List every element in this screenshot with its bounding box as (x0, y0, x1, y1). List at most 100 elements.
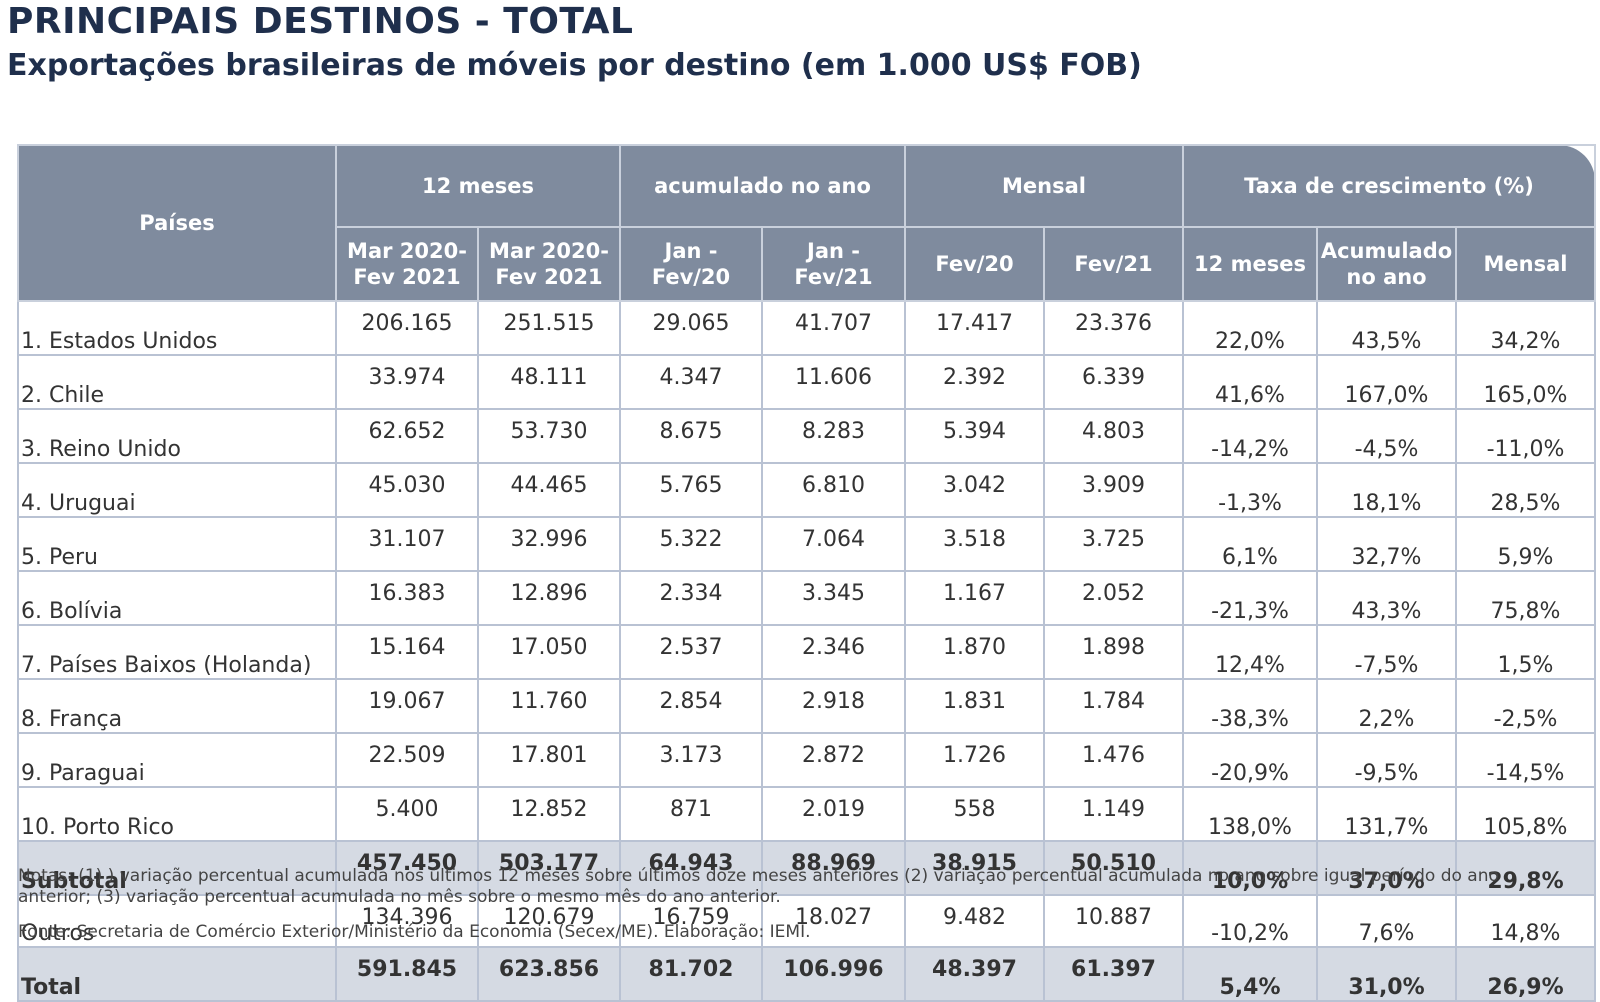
value-cell: 3.909 (1043, 462, 1184, 518)
value-cell: 1.784 (1043, 678, 1184, 734)
subheader-growth-ytd: Acumulado no ano (1316, 226, 1457, 302)
table-row: Total 591.845 623.856 81.702 106.996 48.397 61… (17, 946, 1596, 1002)
growth-rate-cell: 165,0% (1455, 354, 1596, 410)
value-cell: 2.346 (761, 624, 906, 680)
subheader-mar2020-fev2021-a: Mar 2020- Fev 2021 (335, 226, 479, 302)
subheader-mar2020-fev2021-b: Mar 2020- Fev 2021 (477, 226, 621, 302)
value-cell: 53.730 (477, 408, 621, 464)
country-name-cell: 8. França (17, 678, 337, 734)
header-12-months: 12 meses (335, 144, 621, 228)
growth-rate-cell: 7,6% (1316, 894, 1457, 948)
value-cell: 120.679 (477, 894, 621, 948)
growth-rate-cell: -9,5% (1316, 732, 1457, 788)
table-row: 3. Reino Unido 62.652 53.730 8.675 8.283 5.39… (17, 408, 1596, 464)
country-name-cell: Subtotal (17, 840, 337, 896)
growth-rate-cell: 131,7% (1316, 786, 1457, 842)
country-name-cell: 2. Chile (17, 354, 337, 410)
value-cell: 1.476 (1043, 732, 1184, 788)
value-cell: 1.167 (904, 570, 1045, 626)
value-cell: 18.027 (761, 894, 906, 948)
value-cell: 8.283 (761, 408, 906, 464)
table-notes: Notas: (1) ) variação percentual acumula… (18, 866, 1499, 907)
growth-rate-cell: -14,2% (1182, 408, 1318, 464)
table-row: 9. Paraguai 22.509 17.801 3.173 2.872 1.726 1.… (17, 732, 1596, 788)
table-row: 4. Uruguai 45.030 44.465 5.765 6.810 3.042 3.9… (17, 462, 1596, 518)
subheader-line: Fev 2021 (353, 265, 461, 289)
subheader-line: Acumulado (1320, 239, 1453, 263)
value-cell: 7.064 (761, 516, 906, 572)
value-cell: 5.765 (619, 462, 763, 518)
header-countries: Países (17, 144, 337, 302)
destinations-table-container: Países 12 meses acumulado no ano Mensal … (17, 144, 1596, 1002)
value-cell: 61.397 (1043, 946, 1184, 1002)
country-name-cell: 7. Países Baixos (Holanda) (17, 624, 337, 680)
table-row: 6. Bolívia 16.383 12.896 2.334 3.345 1.167 2.0… (17, 570, 1596, 626)
growth-rate-cell: 32,7% (1316, 516, 1457, 572)
value-cell: 2.019 (761, 786, 906, 842)
value-cell: 11.760 (477, 678, 621, 734)
value-cell: 8.675 (619, 408, 763, 464)
value-cell: 3.345 (761, 570, 906, 626)
growth-rate-cell: 105,8% (1455, 786, 1596, 842)
growth-rate-cell: -38,3% (1182, 678, 1318, 734)
value-cell: 3.173 (619, 732, 763, 788)
value-cell: 106.996 (761, 946, 906, 1002)
value-cell: 2.872 (761, 732, 906, 788)
value-cell: 9.482 (904, 894, 1045, 948)
value-cell: 19.067 (335, 678, 479, 734)
subheader-fev-20: Fev/20 (904, 226, 1045, 302)
value-cell: 45.030 (335, 462, 479, 518)
growth-rate-cell: -7,5% (1316, 624, 1457, 680)
table-source: Fonte: Secretaria de Comércio Exterior/M… (18, 922, 811, 942)
growth-rate-cell: -1,3% (1182, 462, 1318, 518)
table-row: 8. França 19.067 11.760 2.854 2.918 1.831 1.78… (17, 678, 1596, 734)
growth-rate-cell: 75,8% (1455, 570, 1596, 626)
subheader-growth-monthly: Mensal (1455, 226, 1596, 302)
value-cell: 16.759 (619, 894, 763, 948)
value-cell: 23.376 (1043, 300, 1184, 356)
growth-rate-cell: 26,9% (1455, 946, 1596, 1002)
growth-rate-cell: 138,0% (1182, 786, 1318, 842)
growth-rate-cell: 10,0% (1182, 840, 1318, 896)
subheader-line: Fev 2021 (495, 265, 603, 289)
table-row: 5. Peru 31.107 32.996 5.322 7.064 3.518 3.725 6… (17, 516, 1596, 572)
value-cell: 623.856 (477, 946, 621, 1002)
value-cell: 38.915 (904, 840, 1045, 896)
value-cell: 251.515 (477, 300, 621, 356)
growth-rate-cell: -14,5% (1455, 732, 1596, 788)
value-cell: 5.394 (904, 408, 1045, 464)
value-cell: 2.052 (1043, 570, 1184, 626)
country-name-cell: 6. Bolívia (17, 570, 337, 626)
value-cell: 12.896 (477, 570, 621, 626)
growth-rate-cell: 29,8% (1455, 840, 1596, 896)
value-cell: 88.969 (761, 840, 906, 896)
growth-rate-cell: 5,9% (1455, 516, 1596, 572)
country-name-cell: Outros (17, 894, 337, 948)
subheader-fev-21: Fev/21 (1043, 226, 1184, 302)
growth-rate-cell: 34,2% (1455, 300, 1596, 356)
growth-rate-cell: 31,0% (1316, 946, 1457, 1002)
table-row: 1. Estados Unidos 206.165 251.515 29.065 41.… (17, 300, 1596, 356)
value-cell: 41.707 (761, 300, 906, 356)
value-cell: 134.396 (335, 894, 479, 948)
subheader-growth-12-months: 12 meses (1182, 226, 1318, 302)
country-name-cell: 9. Paraguai (17, 732, 337, 788)
growth-rate-cell: 18,1% (1316, 462, 1457, 518)
value-cell: 2.537 (619, 624, 763, 680)
value-cell: 62.652 (335, 408, 479, 464)
value-cell: 2.392 (904, 354, 1045, 410)
value-cell: 50.510 (1043, 840, 1184, 896)
value-cell: 206.165 (335, 300, 479, 356)
value-cell: 4.803 (1043, 408, 1184, 464)
value-cell: 1.149 (1043, 786, 1184, 842)
growth-rate-cell: 41,6% (1182, 354, 1318, 410)
value-cell: 591.845 (335, 946, 479, 1002)
growth-rate-cell: -20,9% (1182, 732, 1318, 788)
value-cell: 44.465 (477, 462, 621, 518)
value-cell: 17.417 (904, 300, 1045, 356)
destinations-table: Países 12 meses acumulado no ano Mensal … (17, 144, 1596, 1002)
subheader-jan-fev-20: Jan - Fev/20 (619, 226, 763, 302)
header-ytd: acumulado no ano (619, 144, 906, 228)
growth-rate-cell: 22,0% (1182, 300, 1318, 356)
value-cell: 1.870 (904, 624, 1045, 680)
